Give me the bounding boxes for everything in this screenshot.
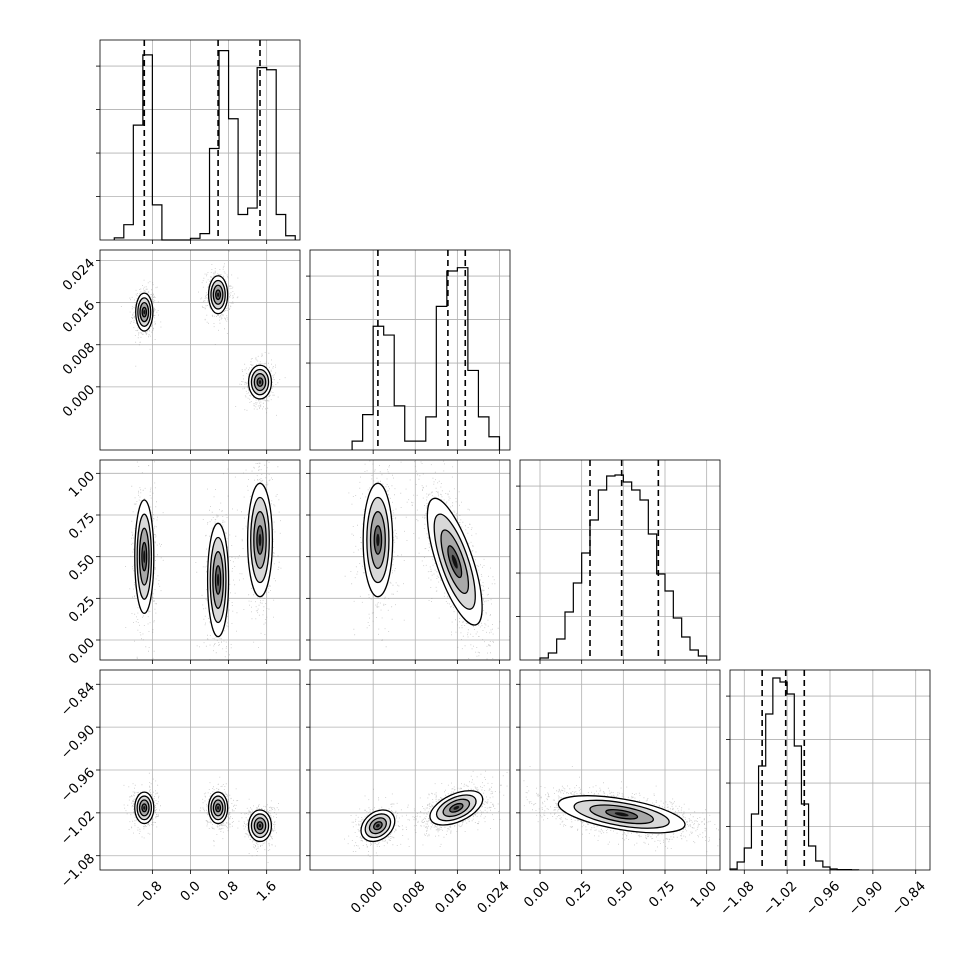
scatter-panel-1-2 (309, 459, 511, 661)
panel-frame (309, 249, 511, 451)
scatter-panel-0-2 (99, 459, 301, 661)
panel-frame (99, 39, 301, 241)
histogram-panel-1 (306, 249, 511, 451)
y-tick-label: 0.75 (66, 510, 99, 543)
x-tick-label: 0.8 (215, 878, 242, 905)
y-tick-label: −1.08 (58, 851, 99, 892)
density-peak-0 (614, 812, 629, 817)
y-tick-label: −0.90 (58, 722, 99, 763)
panel-content (100, 670, 300, 870)
panel-content (520, 670, 720, 870)
y-tick-label: 0.016 (60, 297, 99, 336)
panel-frame (309, 459, 511, 661)
x-tick-label: −0.8 (131, 878, 165, 912)
scatter-panel-1-3 (309, 669, 511, 871)
x-tick-label: 0.00 (521, 878, 554, 911)
density-peak-0 (143, 550, 146, 563)
x-tick-label: 0.008 (390, 878, 429, 917)
panel-background (520, 460, 720, 660)
histogram-panel-0 (96, 39, 301, 241)
x-tick-label: −0.90 (846, 878, 887, 919)
x-tick-label: −0.96 (803, 878, 844, 919)
x-tick-label: −0.84 (888, 878, 929, 919)
y-tick-label: 0.50 (66, 552, 99, 585)
histogram-panel-2 (516, 459, 721, 661)
x-tick-label: 1.6 (253, 878, 280, 905)
y-tick-label: 1.00 (66, 468, 99, 501)
x-tick-label: 0.024 (474, 878, 513, 917)
panel-content (310, 670, 510, 870)
panel-background (310, 250, 510, 450)
x-tick-label: −1.08 (717, 878, 758, 919)
panel-content (100, 250, 300, 450)
density-peak-0 (376, 533, 380, 547)
y-tick-label: 0.00 (66, 635, 99, 668)
x-tick-label: 0.016 (432, 878, 471, 917)
density-peak-1 (217, 806, 220, 810)
x-tick-label: 1.00 (687, 878, 720, 911)
y-tick-label: −0.84 (58, 679, 99, 720)
histogram-step-0 (113, 50, 296, 241)
scatter-panel-0-1 (99, 249, 301, 451)
panel-frame (519, 459, 721, 661)
histogram-panel-3 (726, 669, 931, 871)
density-peak-2 (258, 533, 262, 547)
panel-content (310, 460, 510, 660)
density-peak-2 (258, 823, 262, 828)
panel-content (100, 460, 300, 660)
x-tick-label: −1.02 (760, 878, 801, 919)
panel-background (310, 460, 510, 660)
x-tick-label: 0.75 (646, 878, 679, 911)
panel-frame (99, 459, 301, 661)
y-tick-label: 0.000 (60, 382, 99, 421)
density-peak-1 (217, 292, 220, 297)
scatter-panel-0-3 (99, 669, 301, 871)
y-tick-label: 0.008 (60, 340, 99, 379)
y-tick-label: 0.25 (66, 593, 99, 626)
histogram-step-3 (729, 677, 860, 871)
x-tick-label: 0.25 (562, 878, 595, 911)
y-tick-label: −1.02 (58, 808, 99, 849)
density-peak-1 (453, 805, 460, 810)
y-tick-label: 0.024 (60, 255, 99, 294)
density-peak-0 (143, 806, 146, 810)
x-tick-label: 0.000 (348, 878, 387, 917)
scatter-panel-2-3 (519, 669, 721, 871)
histogram-step-2 (539, 474, 708, 660)
y-tick-label: −0.96 (58, 765, 99, 806)
density-peak-2 (258, 380, 262, 384)
panel-background (100, 250, 300, 450)
density-peak-0 (376, 823, 380, 828)
density-peak-1 (216, 573, 220, 587)
panel-frame (99, 249, 301, 451)
x-tick-label: 0.50 (604, 878, 637, 911)
density-peak-1 (451, 554, 458, 569)
x-tick-label: 0.0 (177, 878, 204, 905)
histogram-step-1 (351, 267, 501, 450)
density-peak-0 (143, 310, 146, 315)
